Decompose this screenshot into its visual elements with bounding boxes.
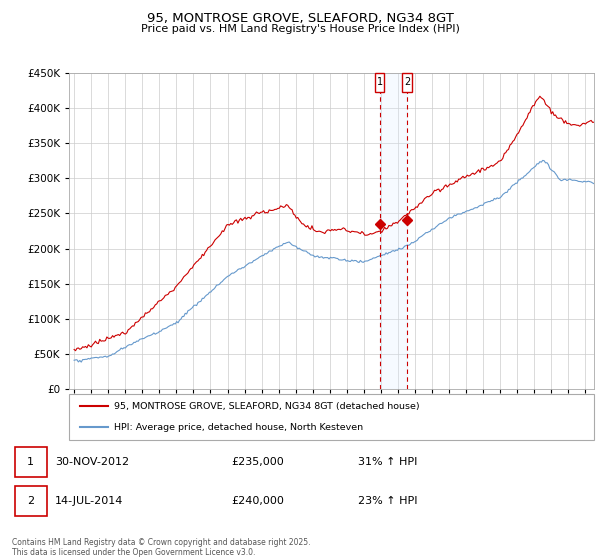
Text: 31% ↑ HPI: 31% ↑ HPI: [358, 457, 417, 467]
Bar: [15, 447, 47, 477]
Bar: [15, 486, 47, 516]
Text: 14-JUL-2014: 14-JUL-2014: [55, 496, 124, 506]
Bar: [380, 73, 407, 389]
Text: 1: 1: [377, 77, 383, 87]
Text: Price paid vs. HM Land Registry's House Price Index (HPI): Price paid vs. HM Land Registry's House …: [140, 24, 460, 34]
Text: HPI: Average price, detached house, North Kesteven: HPI: Average price, detached house, Nort…: [113, 423, 363, 432]
Bar: [375, 73, 384, 92]
Text: Contains HM Land Registry data © Crown copyright and database right 2025.
This d: Contains HM Land Registry data © Crown c…: [12, 538, 311, 557]
Text: £240,000: £240,000: [231, 496, 284, 506]
Bar: [403, 73, 412, 92]
Text: 2: 2: [27, 496, 34, 506]
FancyBboxPatch shape: [69, 394, 594, 440]
Text: 95, MONTROSE GROVE, SLEAFORD, NG34 8GT: 95, MONTROSE GROVE, SLEAFORD, NG34 8GT: [146, 12, 454, 25]
Text: 2: 2: [404, 77, 410, 87]
Text: £235,000: £235,000: [231, 457, 284, 467]
Text: 23% ↑ HPI: 23% ↑ HPI: [358, 496, 417, 506]
Text: 1: 1: [27, 457, 34, 467]
Text: 95, MONTROSE GROVE, SLEAFORD, NG34 8GT (detached house): 95, MONTROSE GROVE, SLEAFORD, NG34 8GT (…: [113, 402, 419, 410]
Text: 30-NOV-2012: 30-NOV-2012: [55, 457, 130, 467]
